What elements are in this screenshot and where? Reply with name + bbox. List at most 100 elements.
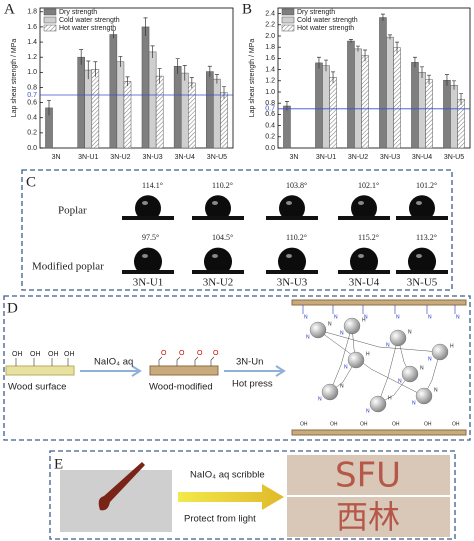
bar (77, 56, 85, 149)
x-tick-label: 3N-U5 (207, 154, 227, 161)
atom: N (364, 314, 368, 320)
atom: N (434, 387, 438, 393)
hydroxyl: OH (360, 421, 368, 427)
droplet (135, 195, 161, 216)
y-tick-label: 2.0 (265, 33, 275, 40)
droplet (351, 195, 377, 216)
x-tick-label: 3N-U2 (110, 154, 130, 161)
bar (220, 92, 228, 149)
reference-label: 0.7 (265, 106, 275, 113)
bar (425, 79, 433, 149)
atom: N (398, 378, 402, 384)
crosslinker (343, 317, 361, 335)
contact-angle: 97.5° (142, 233, 159, 242)
wood-board (5, 365, 75, 376)
x-tick-label: 3N-U1 (78, 154, 98, 161)
substrate (122, 216, 174, 220)
legend-label: Cold water strength (297, 17, 358, 24)
contact-angle: 110.2° (212, 181, 233, 190)
highlight (358, 201, 364, 205)
linker (377, 337, 399, 405)
droplet (279, 195, 306, 216)
error-bar (175, 58, 180, 74)
arrow (80, 365, 142, 377)
bar (322, 65, 330, 149)
contact-angle: 101.2° (416, 181, 437, 190)
x-tick-label: 3N-U1 (316, 154, 336, 161)
linker (329, 325, 353, 393)
crosslinker (309, 321, 327, 339)
y-tick-label: 0.0 (265, 145, 275, 152)
bar (354, 48, 362, 149)
legend-label: Hot water strength (59, 25, 116, 32)
board-top (291, 299, 467, 306)
error-bar (79, 49, 84, 65)
adhesive-label: 3N-Un (236, 357, 263, 368)
legend-swatch (281, 16, 295, 24)
atom: H (362, 317, 366, 323)
plot-frame (39, 7, 234, 149)
atom: N (386, 342, 390, 348)
atom: O (161, 350, 167, 357)
legend-swatch (43, 24, 57, 32)
error-bar (363, 49, 368, 62)
highlight (358, 254, 364, 258)
highlight (142, 254, 148, 258)
y-tick-label: 0.8 (265, 100, 275, 107)
bar (206, 71, 214, 149)
hydroxyl: OH (12, 351, 23, 358)
droplet (205, 195, 231, 216)
atom: N (456, 314, 460, 320)
row-label: Poplar (58, 205, 87, 217)
error-bar (316, 56, 321, 69)
bar (443, 79, 451, 149)
error-bar (324, 59, 328, 72)
highlight (416, 254, 422, 258)
error-bar (47, 99, 52, 116)
y-tick-label: 1.2 (27, 54, 37, 61)
hydroxyl: OH (424, 421, 432, 427)
bar (213, 78, 221, 149)
photo-1 (287, 455, 450, 495)
error-bar (348, 39, 353, 43)
atom: N (340, 383, 344, 389)
error-bar (412, 56, 417, 68)
atom: H (450, 343, 454, 349)
error-bar (189, 77, 194, 89)
bar (180, 72, 189, 149)
atom: O (213, 350, 219, 357)
atom: H (388, 395, 392, 401)
atom: N (412, 400, 416, 406)
y-axis-label: Lap shear strength / MPa (249, 39, 256, 118)
crosslinker (347, 351, 365, 369)
wood-label: Wood surface (8, 382, 66, 393)
sample-label: 3N-U2 (203, 277, 234, 289)
droplet (349, 247, 378, 270)
error-bar (420, 66, 424, 78)
x-tick-label: 3N-U2 (348, 154, 368, 161)
x-tick-label: 3N-U4 (412, 154, 432, 161)
x-tick-label: 3N (290, 154, 299, 161)
atom: O (179, 350, 185, 357)
atom: N (396, 314, 400, 320)
atom: N (408, 329, 412, 335)
panel-c-frame (21, 169, 453, 291)
panel-label: E (54, 456, 63, 472)
droplet (278, 247, 306, 270)
linker (317, 329, 425, 397)
contact-angle: 115.2° (358, 233, 379, 242)
atom: O (197, 350, 203, 357)
paper-photo (60, 470, 172, 532)
sample-label: 3N-U4 (349, 277, 380, 289)
error-bar (452, 80, 456, 90)
brush (98, 462, 145, 511)
panel-label: D (7, 300, 18, 316)
bar (361, 55, 369, 149)
aldehyde (210, 356, 215, 366)
x-tick-label: 3N (52, 154, 61, 161)
highlight (212, 201, 218, 205)
atom: N (428, 314, 432, 320)
bar (393, 47, 401, 149)
